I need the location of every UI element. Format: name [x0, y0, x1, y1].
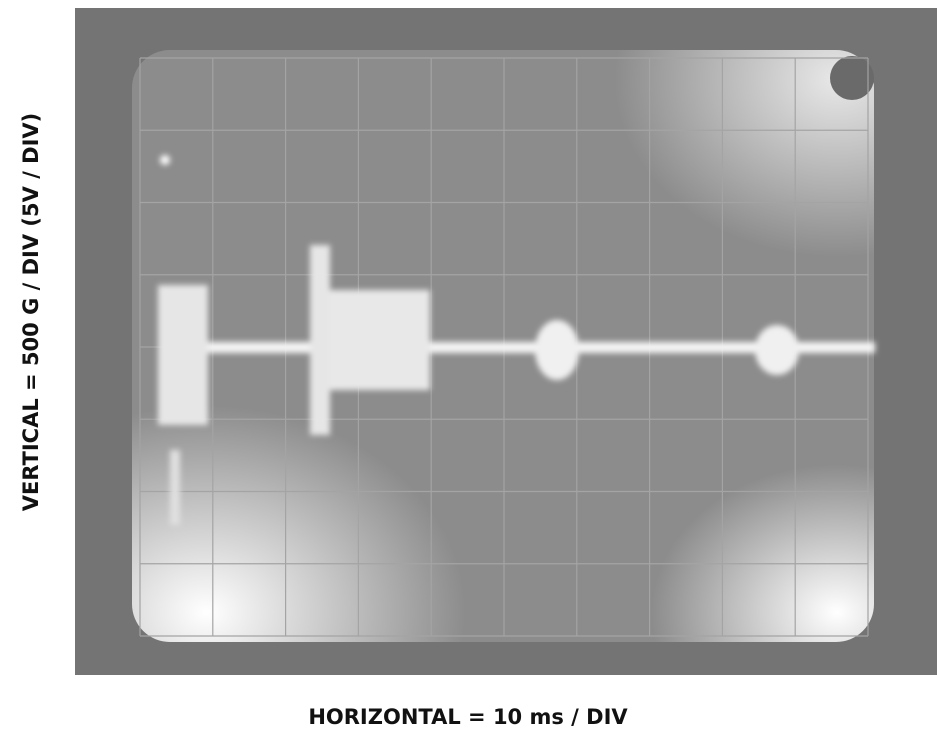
screen-notch [830, 56, 874, 100]
vertical-label: VERTICAL = 500 G / DIV (5V / DIV) [19, 113, 43, 512]
trace-burst [310, 245, 330, 435]
trace-burst [535, 320, 579, 380]
trace-burst [170, 450, 180, 525]
trace-burst [330, 290, 430, 390]
trace-baseline [160, 342, 875, 353]
trace [158, 155, 875, 525]
trace-dot [160, 155, 170, 165]
horizontal-label: HORIZONTAL = 10 ms / DIV [308, 705, 628, 729]
trace-burst [755, 325, 799, 375]
trace-burst [158, 285, 208, 425]
